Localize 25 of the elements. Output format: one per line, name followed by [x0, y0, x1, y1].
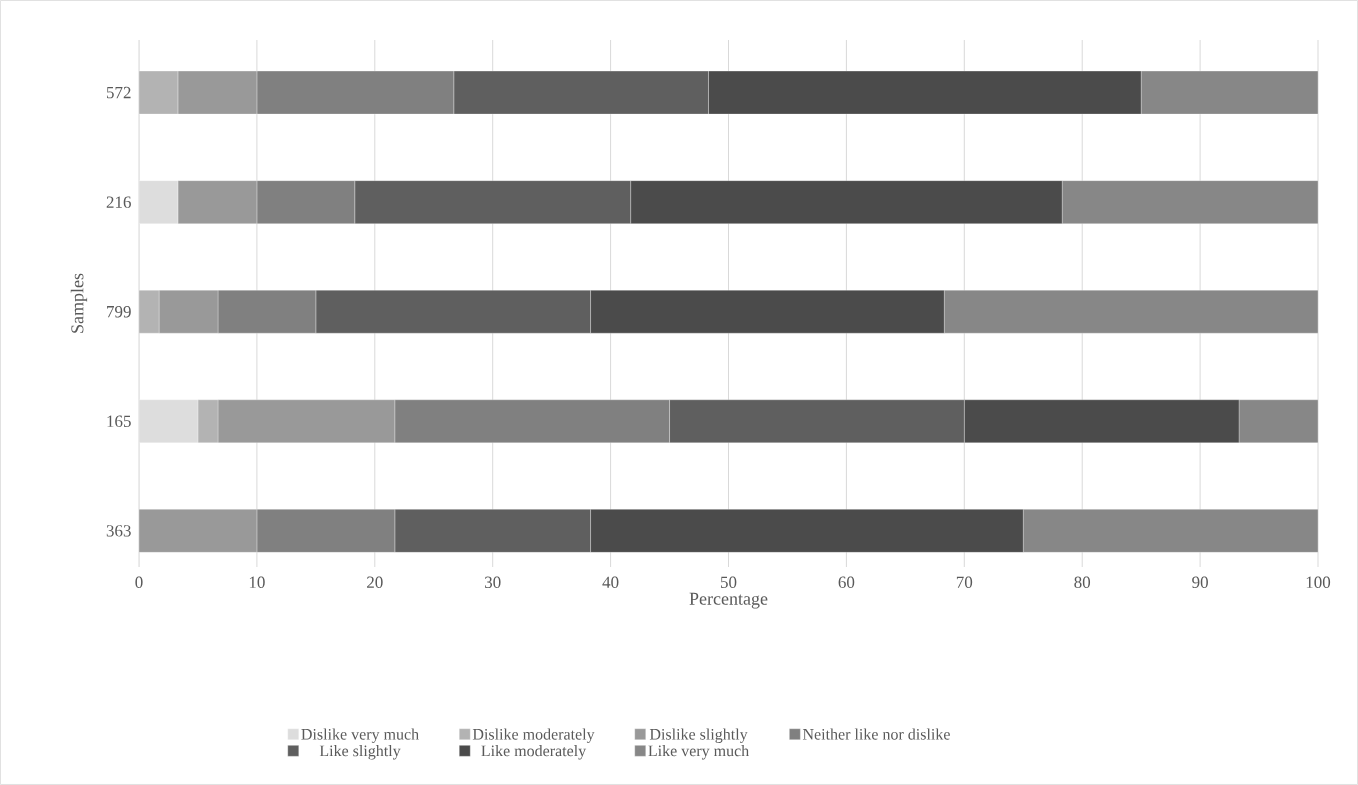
legend-label: Like very much — [648, 745, 749, 760]
x-tick-label: 60 — [838, 576, 855, 589]
legend-label: Neither like nor dislike — [802, 728, 950, 740]
x-tick-label: 90 — [1192, 576, 1208, 589]
legend-label: Dislike very much — [301, 728, 419, 743]
legend-label: Like moderately — [481, 745, 587, 760]
legend-label: Like slightly — [319, 745, 401, 760]
y-axis-title: Samples — [70, 273, 88, 333]
x-axis-title: Percentage — [689, 592, 768, 609]
x-tick-label: 80 — [1074, 576, 1091, 589]
x-tick-label: 100 — [1306, 576, 1331, 589]
y-tick-label: 216 — [106, 196, 131, 208]
x-tick-label: 10 — [249, 576, 265, 589]
x-tick-label: 40 — [602, 576, 619, 589]
x-tick-label: 20 — [367, 576, 383, 589]
y-tick-label: 165 — [107, 415, 131, 427]
y-tick-label: 799 — [107, 306, 131, 318]
x-tick-label: 50 — [720, 576, 737, 589]
x-tick-label: 30 — [485, 576, 501, 589]
y-tick-label: 363 — [106, 525, 131, 537]
y-tick-label: 572 — [106, 86, 131, 99]
legend-label: Dislike slightly — [649, 728, 748, 743]
x-tick-label: 70 — [956, 576, 973, 589]
x-tick-label: 0 — [135, 576, 143, 589]
legend-label: Dislike moderately — [472, 728, 595, 743]
